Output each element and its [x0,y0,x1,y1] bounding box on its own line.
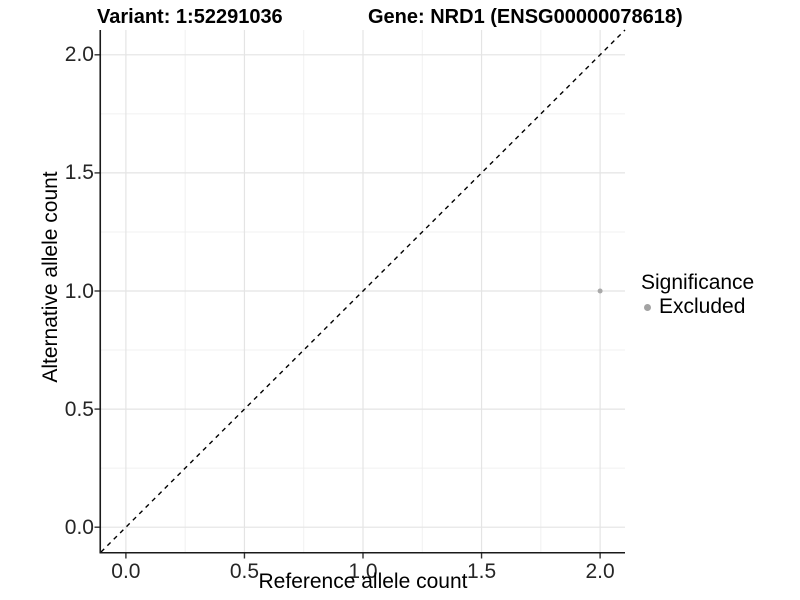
x-tick-label: 0.5 [229,560,260,583]
x-tick-label: 2.0 [585,560,615,583]
gene-title: Gene: NRD1 (ENSG00000078618) [368,6,683,28]
identity-dashed-line [100,29,626,553]
y-axis-title: Alternative allele count [39,171,62,383]
x-tick-label: 1.0 [348,560,378,583]
legend: Significance Excluded [641,271,754,319]
legend-title: Significance [641,271,755,294]
y-tick-label: 1.5 [64,161,94,185]
legend-item-label: Excluded [659,295,746,318]
y-tick-label: 0.5 [64,397,94,421]
legend-item-excluded: Excluded [641,295,754,319]
x-axis-title: Reference allele count [258,570,468,593]
x-tick-label: 1.5 [466,560,497,583]
variant-title: Variant: 1:52291036 [97,6,283,28]
legend-excluded-dot-icon [644,303,651,311]
y-tick-label: 1.0 [64,279,94,303]
x-tick-label: 0.0 [111,560,141,583]
y-tick-label: 2.0 [64,43,94,67]
y-tick-label: 0.0 [64,515,94,539]
data-point-excluded [597,288,603,294]
